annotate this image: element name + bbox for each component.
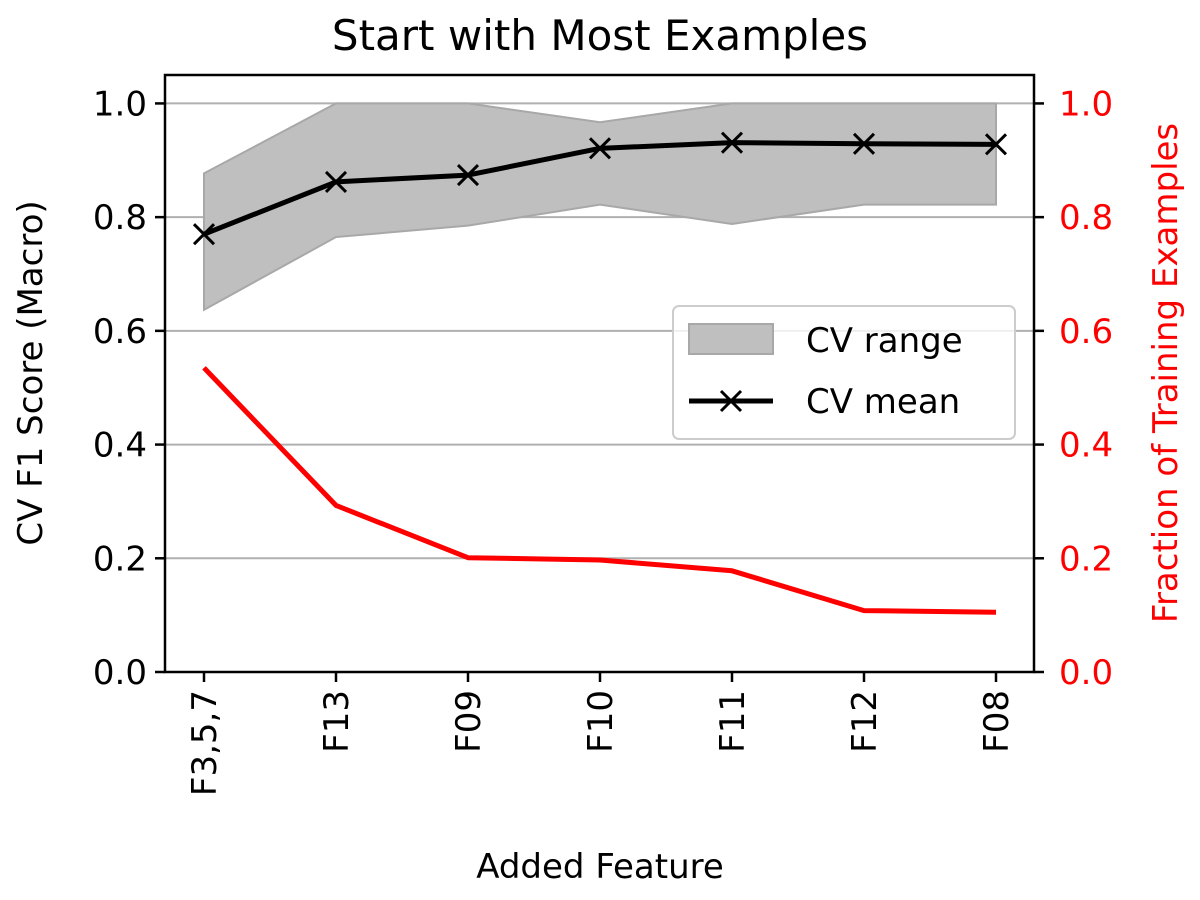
x-tick-label: F10	[581, 690, 621, 753]
legend-swatch-cv-range	[688, 323, 774, 355]
legend-marker-cv-mean	[719, 389, 743, 413]
x-tick-label: F3,5,7	[185, 690, 225, 796]
chart-title: Start with Most Examples	[332, 11, 868, 60]
x-axis-label: Added Feature	[476, 847, 724, 887]
cv-mean-point	[720, 131, 744, 154]
x-tick-label: F09	[449, 690, 489, 753]
training-fraction-line	[202, 366, 997, 615]
cv-mean-layer	[192, 131, 1008, 246]
x-tick-label: F13	[317, 690, 357, 753]
right-tick-label: 0.0	[1059, 653, 1113, 693]
cv-mean-point	[456, 164, 480, 187]
y-axis-label: CV F1 Score (Macro)	[11, 200, 51, 545]
right-tick-label: 0.4	[1059, 426, 1113, 466]
x-axis-ticks: F3,5,7 F13 F09 F10 F11 F12 F08	[185, 672, 1017, 796]
x-tick-label: F12	[845, 690, 885, 753]
left-tick-label: 0.2	[93, 539, 147, 579]
x-tick-label: F08	[977, 690, 1017, 753]
legend-label-cv-range: CV range	[806, 321, 963, 361]
legend: CV range CV mean	[672, 305, 1016, 440]
left-tick-label: 1.0	[93, 84, 147, 124]
cv-mean-point	[588, 137, 612, 160]
cv-range-band-layer	[203, 102, 997, 312]
right-tick-label: 0.8	[1059, 198, 1113, 238]
cv-range-band	[203, 102, 997, 312]
y2-axis-label: Fraction of Training Examples	[1146, 123, 1186, 623]
left-tick-label: 0.4	[93, 426, 147, 466]
training-fraction-layer	[202, 366, 997, 615]
left-tick-label: 0.0	[93, 653, 147, 693]
right-tick-label: 0.6	[1059, 312, 1113, 352]
left-tick-label: 0.8	[93, 198, 147, 238]
right-y-axis-ticks: 0.0 0.2 0.4 0.6 0.8 1.0	[1034, 84, 1113, 693]
cv-mean-point	[984, 133, 1008, 156]
cv-mean-point	[852, 132, 876, 155]
x-tick-label: F11	[713, 690, 753, 753]
left-y-axis-ticks: 0.0 0.2 0.4 0.6 0.8 1.0	[93, 84, 165, 693]
right-tick-label: 1.0	[1059, 84, 1113, 124]
legend-label-cv-mean: CV mean	[806, 382, 960, 422]
right-tick-label: 0.2	[1059, 539, 1113, 579]
left-tick-label: 0.6	[93, 312, 147, 352]
cv-mean-point	[192, 223, 216, 246]
cv-mean-point	[324, 170, 348, 193]
